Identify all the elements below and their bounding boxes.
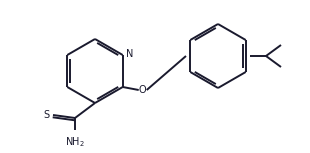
Text: N: N xyxy=(126,49,133,59)
Text: S: S xyxy=(43,110,49,120)
Text: O: O xyxy=(139,85,147,95)
Text: NH$_2$: NH$_2$ xyxy=(65,135,85,149)
